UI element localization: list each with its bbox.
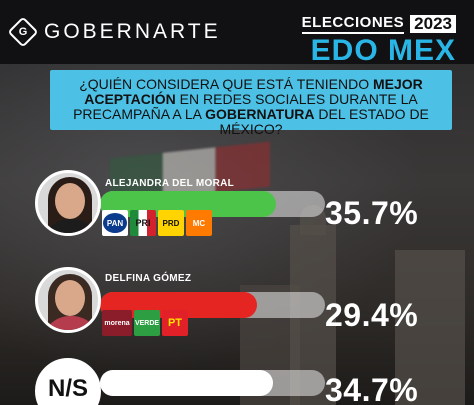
- election-year: 2023: [410, 15, 456, 33]
- party-logos-1: PAN PRI PRD MC: [102, 210, 212, 236]
- question-text-1: ¿QUIÉN CONSIDERA QUE ESTÁ TENIENDO: [79, 76, 373, 92]
- question-text-3: DEL ESTADO DE MÉXICO?: [219, 106, 429, 137]
- candidate-name-1: ALEJANDRA DEL MORAL: [105, 178, 235, 189]
- pt-logo-icon: PT: [162, 310, 188, 336]
- value-label-2: 29.4%: [325, 297, 419, 333]
- morena-logo-icon: morena: [102, 310, 132, 336]
- bar-ns: [100, 370, 273, 396]
- verde-logo-icon: VERDE: [134, 310, 160, 336]
- elections-label: ELECCIONES: [301, 14, 405, 34]
- ns-badge: N/S: [35, 358, 101, 405]
- mc-logo-icon: MC: [186, 210, 212, 236]
- value-label-1: 35.7%: [325, 195, 419, 231]
- candidate-photo-alejandra: [35, 170, 101, 236]
- candidate-photo-delfina: [35, 267, 101, 333]
- question-box: ¿QUIÉN CONSIDERA QUE ESTÁ TENIENDO MEJOR…: [50, 70, 452, 137]
- prd-logo-icon: PRD: [158, 210, 184, 236]
- party-logos-2: morena VERDE PT: [102, 310, 188, 336]
- header-bar: G GOBERNARTE ELECCIONES 2023 EDO MEX: [0, 0, 474, 67]
- question-bold-2: GOBERNATURA: [205, 106, 315, 122]
- question-text-2: EN REDES SOCIALES DURANTE LA PRECAMPAÑA …: [73, 91, 418, 122]
- question-bold-1: MEJOR ACEPTACIÓN: [84, 76, 423, 107]
- value-label-3: 34.7%: [325, 372, 419, 405]
- ns-label: N/S: [47, 375, 88, 402]
- brand-logo: G GOBERNARTE: [7, 16, 221, 48]
- candidate-name-2: DELFINA GÓMEZ: [105, 273, 192, 284]
- bar-track-3: [100, 370, 325, 396]
- brand-name: GOBERNARTE: [44, 20, 221, 43]
- cathedral-tower-silhouette-right: [395, 250, 465, 405]
- region-title: EDO MEX: [310, 34, 456, 67]
- brand-mark-icon: G: [7, 16, 39, 48]
- pri-logo-icon: PRI: [130, 210, 156, 236]
- election-badge: ELECCIONES 2023 EDO MEX: [301, 14, 456, 67]
- bar-track-1: [100, 191, 325, 217]
- pan-logo-icon: PAN: [102, 210, 128, 236]
